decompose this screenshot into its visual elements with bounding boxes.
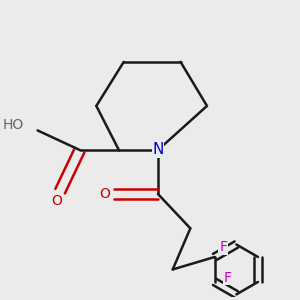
Text: N: N	[152, 142, 164, 158]
Text: O: O	[52, 194, 63, 208]
Text: F: F	[219, 240, 227, 254]
Text: HO: HO	[3, 118, 24, 131]
Text: O: O	[99, 187, 110, 201]
Text: F: F	[224, 271, 232, 284]
